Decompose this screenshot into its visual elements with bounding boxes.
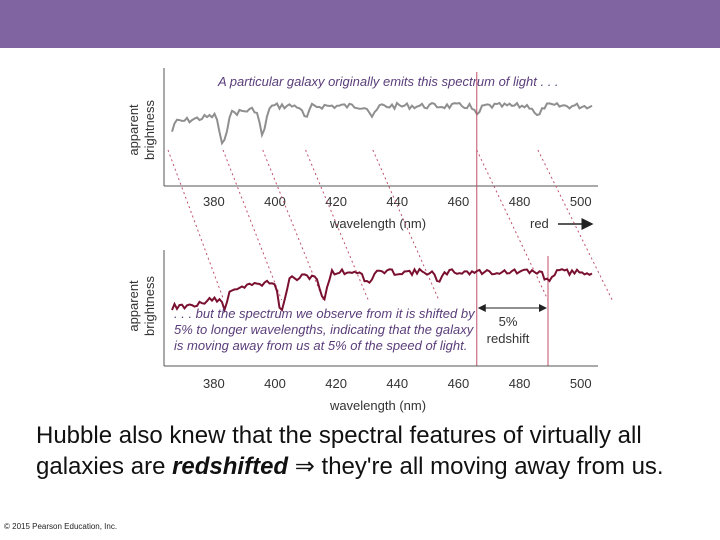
top-tick-480: 480 [509,194,531,209]
bottom-caption-line1: . . . but the spectrum we observe from i… [174,306,476,321]
top-tick-460: 460 [448,194,470,209]
body-text: Hubble also knew that the spectral featu… [36,420,696,482]
guide-line-410 [305,149,369,301]
bottom-tick-labels: 380 400 420 440 460 480 500 [203,376,592,391]
bottom-tick-460: 460 [448,376,470,391]
observed-spectrum-line [171,267,593,314]
emitted-spectrum-line [171,101,593,146]
bottom-caption-line3: is moving away from us at 5% of the spee… [174,338,467,353]
top-tick-500: 500 [570,194,592,209]
bottom-tick-500: 500 [570,376,592,391]
red-label: red [530,216,549,231]
bottom-tick-480: 480 [509,376,531,391]
top-tick-440: 440 [386,194,408,209]
top-xlabel: wavelength (nm) [329,216,426,231]
guide-line-396 [262,149,324,301]
top-tick-labels: 380 400 420 440 460 480 500 [203,194,592,209]
copyright: © 2015 Pearson Education, Inc. [4,522,118,531]
top-caption: A particular galaxy originally emits thi… [217,74,559,89]
bottom-tick-440: 440 [386,376,408,391]
body-text-after: ⇒ they're all moving away from us. [288,453,664,481]
bottom-xlabel: wavelength (nm) [329,398,426,413]
guide-line-365 [167,149,225,301]
redshift-diagram: apparent brightness A particular galaxy … [126,68,613,413]
top-ylabel-line1: apparent [126,104,141,156]
header-bar [0,0,720,48]
redshift-percent: 5% [499,314,518,329]
guide-line-383 [222,149,283,301]
bottom-tick-400: 400 [264,376,286,391]
redshift-label: redshift [487,331,530,346]
bottom-tick-380: 380 [203,376,225,391]
bottom-ylabel-line2: brightness [142,276,157,336]
top-tick-380: 380 [203,194,225,209]
top-tick-420: 420 [325,194,347,209]
top-tick-400: 400 [264,194,286,209]
bottom-panel: apparent brightness . . . but the spectr… [126,250,598,413]
body-text-bold: redshifted [172,453,289,481]
body-text-before: Hubble also knew that the spectral featu… [36,422,642,481]
guide-line-486 [537,149,613,301]
bottom-tick-420: 420 [325,376,347,391]
top-ylabel-line2: brightness [142,100,157,160]
bottom-ylabel-line1: apparent [126,280,141,332]
top-panel: apparent brightness A particular galaxy … [126,68,598,231]
bottom-caption-line2: 5% to longer wavelengths, indicating tha… [174,322,475,337]
